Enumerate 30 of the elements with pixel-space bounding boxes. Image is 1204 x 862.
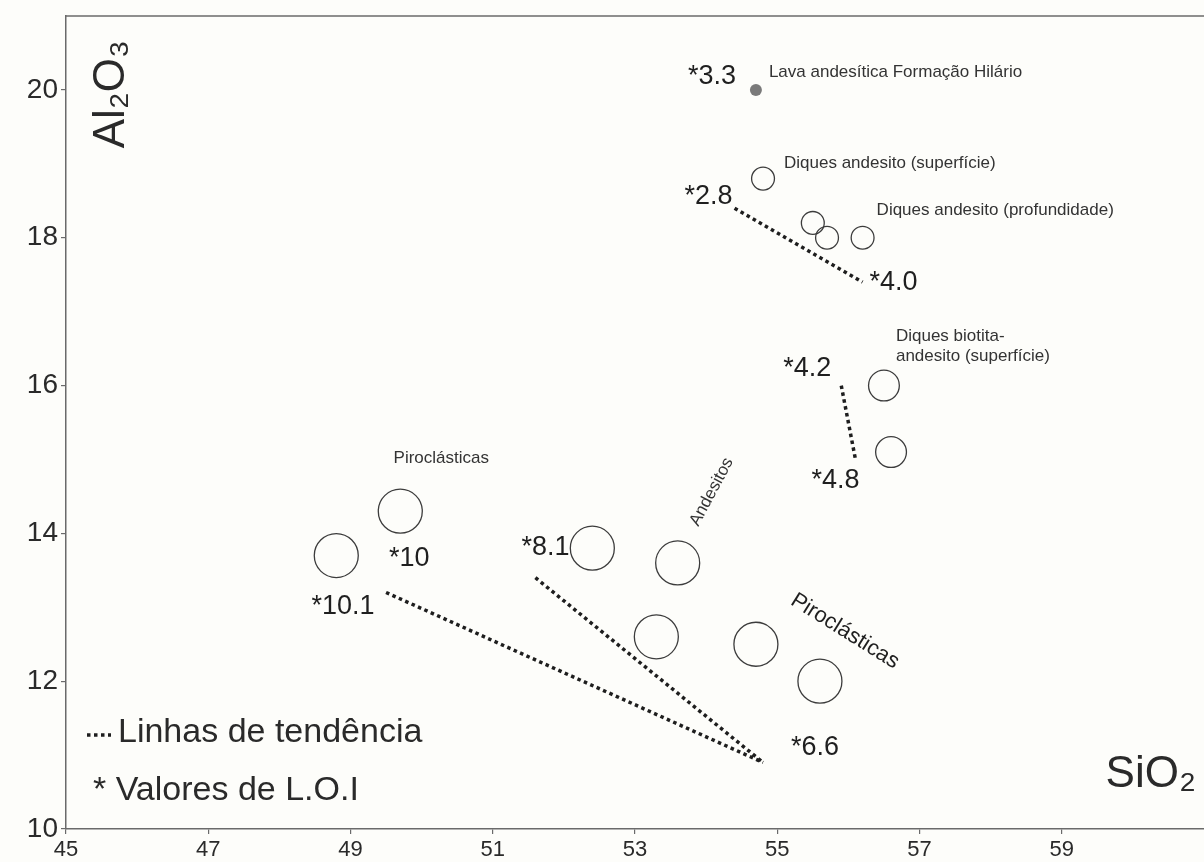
y-tick-label: 20 bbox=[26, 72, 58, 104]
x-tick-label: 53 bbox=[622, 836, 648, 862]
x-tick-label: 55 bbox=[765, 836, 790, 862]
x-tick-label: 57 bbox=[907, 836, 932, 862]
annotation: *4.0 bbox=[869, 265, 918, 296]
annotation: Piroclásticas bbox=[393, 447, 489, 467]
annotation: *4.8 bbox=[811, 463, 860, 494]
annotation: * Valores de L.O.I bbox=[93, 769, 359, 808]
legend-label: Linhas de tendência bbox=[118, 711, 423, 750]
y-tick-label: 18 bbox=[26, 220, 58, 252]
annotation: Diques andesito (superfície) bbox=[784, 153, 996, 173]
annotation: *8.1 bbox=[521, 531, 570, 562]
y-axis-title: Al₂O₃ bbox=[84, 40, 134, 149]
x-tick-label: 59 bbox=[1049, 836, 1074, 862]
annotation: *2.8 bbox=[684, 179, 733, 210]
annotation: *10.1 bbox=[311, 589, 375, 620]
y-tick-label: 12 bbox=[26, 663, 58, 695]
annotation: Diques biotita- andesito (superfície) bbox=[895, 326, 1050, 366]
annotation: Diques andesito (profundidade) bbox=[876, 200, 1114, 220]
annotation: *3.3 bbox=[687, 60, 736, 91]
x-tick-label: 47 bbox=[196, 836, 221, 862]
annotation: *10 bbox=[389, 541, 430, 572]
annotation: *4.2 bbox=[783, 352, 832, 382]
annotation: *6.6 bbox=[791, 730, 840, 761]
x-tick-label: 51 bbox=[480, 836, 505, 862]
y-tick-label: 14 bbox=[26, 516, 58, 548]
y-tick-label: 16 bbox=[26, 368, 58, 400]
annotation: Lava andesítica Formação Hilário bbox=[768, 61, 1023, 81]
x-axis-title: SiO₂ bbox=[1105, 747, 1196, 796]
x-tick-label: 49 bbox=[338, 836, 363, 862]
